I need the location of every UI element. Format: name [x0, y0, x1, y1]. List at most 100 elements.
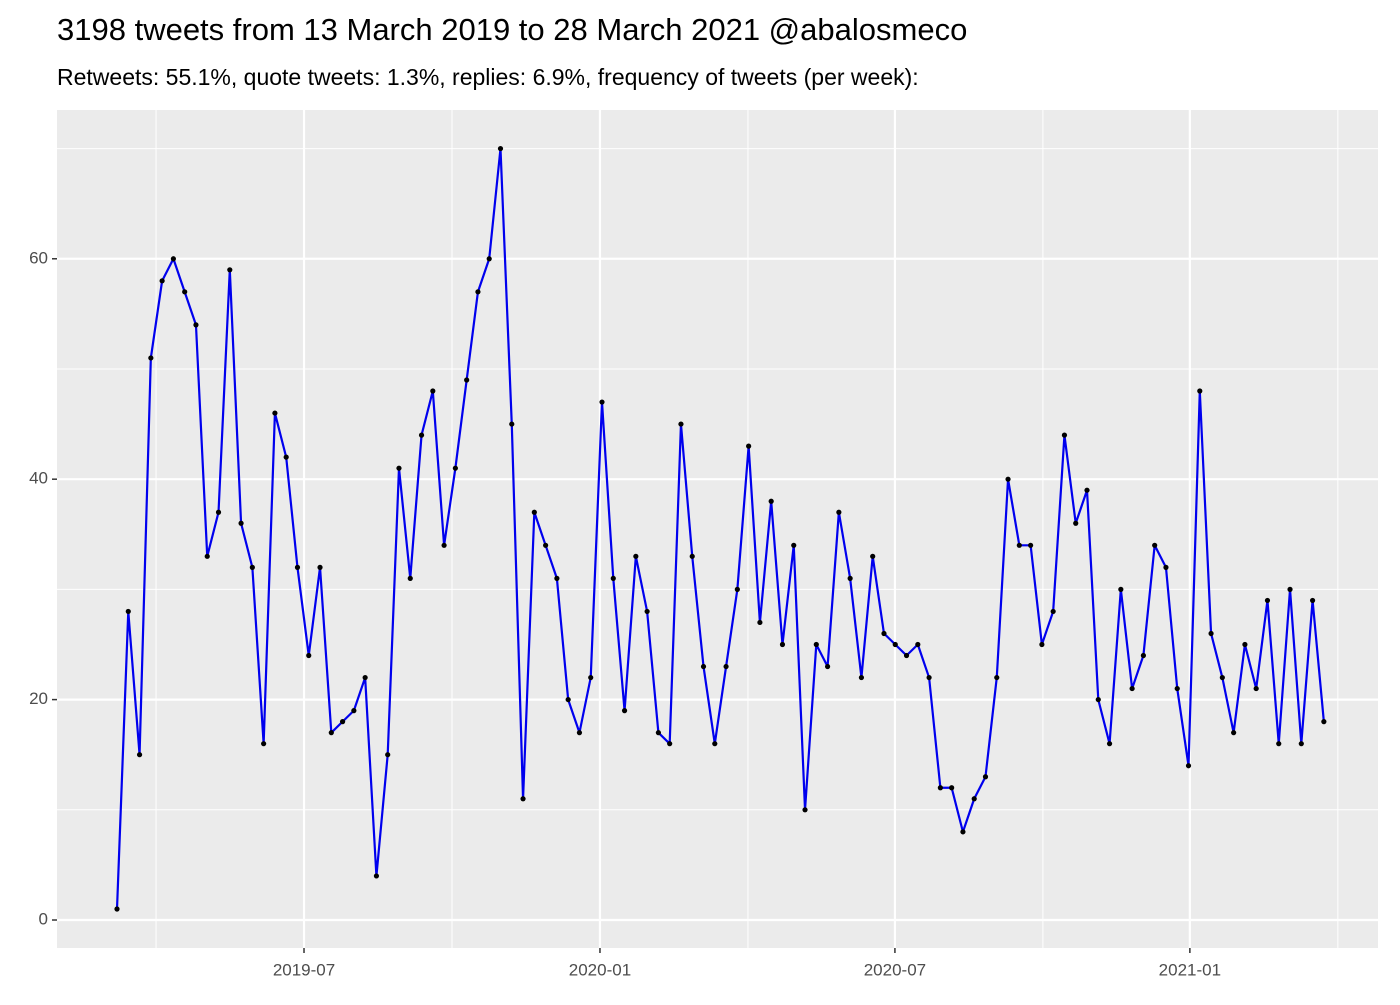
point: [1253, 685, 1259, 692]
point: [678, 421, 684, 427]
point: [734, 586, 740, 592]
point: [1095, 696, 1101, 703]
point: [621, 708, 628, 714]
point: [351, 708, 357, 714]
point: [249, 564, 255, 570]
point: [892, 641, 898, 648]
point: [712, 741, 718, 747]
point: [204, 553, 210, 559]
point: [554, 575, 560, 581]
point: [1174, 685, 1180, 692]
point: [982, 774, 989, 780]
point: [182, 289, 188, 295]
point: [464, 377, 470, 383]
point: [385, 752, 391, 758]
point: [1287, 586, 1293, 592]
point: [1264, 597, 1271, 604]
point: [1309, 597, 1316, 604]
point: [599, 399, 605, 405]
y-tick-label: 0: [39, 909, 48, 928]
point: [272, 410, 278, 416]
point: [441, 542, 447, 548]
point: [1016, 542, 1022, 548]
x-tick-label: 2020-01: [569, 960, 631, 979]
point: [543, 542, 549, 548]
point: [373, 873, 380, 879]
point: [971, 796, 977, 802]
point: [813, 641, 819, 648]
point: [700, 663, 707, 670]
point: [170, 256, 176, 262]
point: [937, 785, 943, 791]
point: [520, 796, 526, 802]
point: [430, 388, 436, 394]
point: [1163, 564, 1169, 570]
x-tick-label: 2019-07: [273, 960, 335, 979]
point: [136, 752, 143, 758]
point: [1152, 542, 1158, 548]
point: [148, 355, 154, 361]
point: [746, 443, 752, 449]
point: [1106, 741, 1113, 747]
point: [159, 278, 165, 284]
point: [497, 145, 504, 152]
point: [531, 509, 537, 515]
point: [926, 674, 932, 681]
point: [261, 741, 267, 747]
point: [802, 807, 808, 813]
point: [667, 741, 673, 747]
point: [1276, 741, 1282, 747]
point: [362, 674, 368, 681]
point: [1321, 719, 1327, 725]
point: [610, 575, 616, 581]
point: [328, 730, 334, 736]
point: [407, 575, 413, 581]
point: [396, 465, 402, 471]
point: [565, 696, 571, 703]
point: [881, 630, 887, 637]
point: [723, 663, 729, 670]
point: [994, 674, 1000, 681]
point: [858, 674, 865, 681]
point: [1185, 763, 1192, 769]
point: [824, 663, 831, 670]
x-tick-label: 2020-07: [864, 960, 926, 979]
point: [847, 575, 853, 581]
y-tick-label: 40: [29, 469, 48, 488]
point: [1129, 685, 1135, 692]
point: [1073, 520, 1079, 526]
point: [215, 509, 222, 515]
y-tick-label: 20: [29, 689, 48, 708]
plot-panel: [57, 110, 1378, 948]
point: [1005, 476, 1011, 482]
y-tick-label: 60: [29, 248, 48, 267]
point: [283, 454, 289, 460]
point: [1084, 487, 1090, 493]
point: [306, 652, 312, 659]
point: [452, 465, 458, 471]
x-tick-label: 2021-01: [1159, 960, 1221, 979]
point: [836, 509, 842, 515]
point: [960, 829, 966, 835]
point: [1061, 432, 1068, 438]
point: [1208, 630, 1214, 637]
point: [915, 641, 921, 648]
point: [644, 608, 650, 615]
point: [418, 432, 425, 438]
point: [791, 542, 797, 548]
point: [903, 652, 910, 659]
point: [227, 267, 233, 273]
point: [689, 553, 695, 559]
point: [475, 289, 481, 295]
point: [1140, 652, 1146, 659]
point: [193, 322, 199, 328]
point: [949, 785, 955, 791]
point: [317, 564, 323, 570]
point: [655, 730, 661, 736]
point: [294, 564, 301, 570]
point: [125, 608, 131, 615]
point: [1197, 388, 1203, 394]
point: [633, 553, 639, 559]
point: [1118, 586, 1124, 592]
